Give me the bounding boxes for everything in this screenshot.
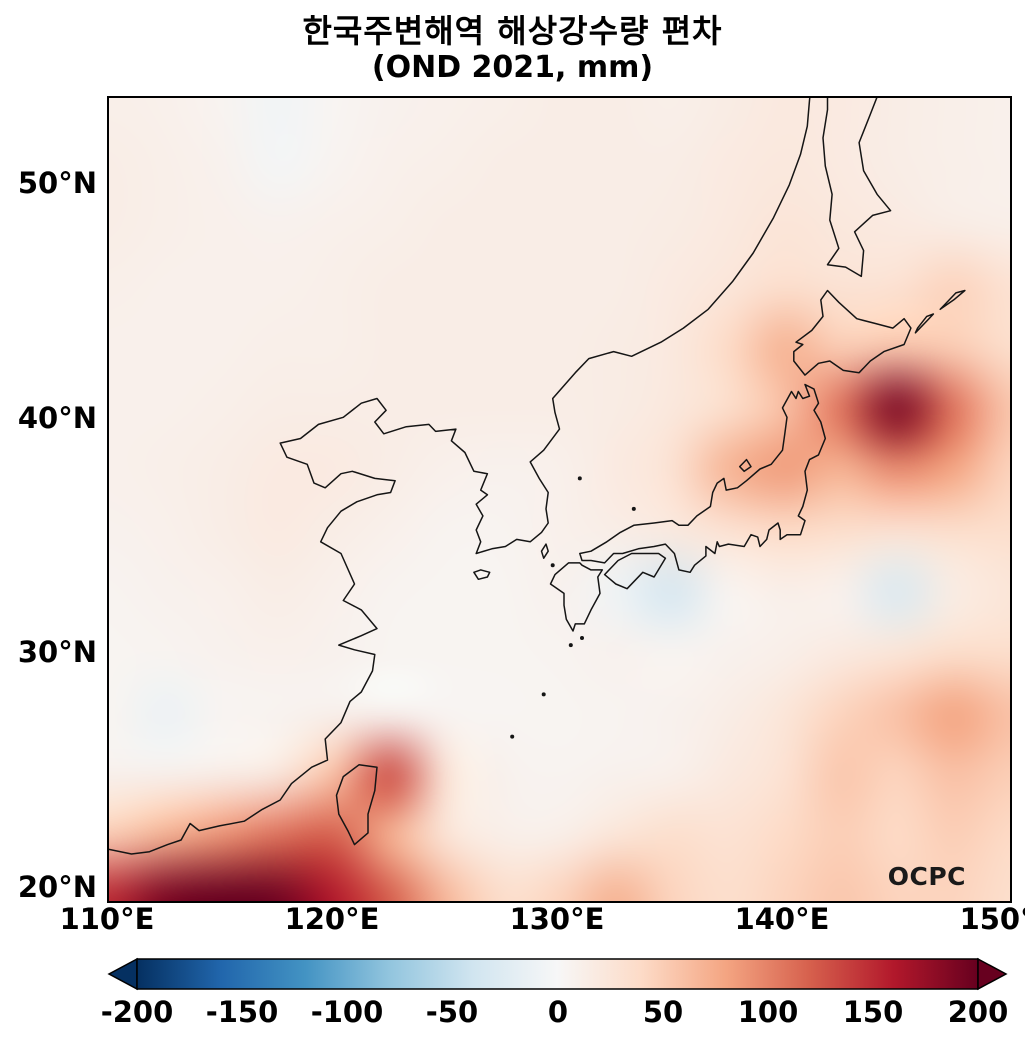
x-tick-label-140e: 140°E [734,902,830,936]
colorbar-tick-neg200: -200 [100,995,174,1029]
colorbar-tick-neg100: -100 [310,995,384,1029]
coastline-honshu [579,383,827,574]
colorbar-tick-150: 150 [842,995,904,1029]
colorbar-right-arrow [977,957,1008,991]
coastline-kunashir [914,313,935,334]
colorbar-tick-0: 0 [547,995,569,1029]
coastline-jeju [473,569,491,581]
coastline-china-korea-russia-coast [109,98,811,855]
coastline-tsushima [540,543,549,559]
heatmap-canvas [109,98,1010,901]
chart-subtitle: (OND 2021, mm) [371,50,654,85]
coastline-sado [738,458,752,473]
colorbar-tick-100: 100 [737,995,799,1029]
ocpc-watermark: OCPC [887,862,966,891]
colorbar-tick-200: 200 [947,995,1009,1029]
chart-title: 한국주변해역 해상강수량 편차 [302,12,723,50]
island-dot [550,563,555,568]
island-dot [580,636,584,640]
coastline-sakhalin [822,98,892,278]
coastline-svg [109,98,966,855]
colorbar-gradient-body [136,958,979,990]
island-dot [568,643,573,648]
colorbar-tick-neg50: -50 [425,995,479,1029]
coastline-taiwan [335,764,378,846]
colorbar-tick-50: 50 [642,995,684,1029]
island-dot [510,734,515,739]
coastline-kyushu [549,562,604,632]
x-tick-label-130e: 130°E [509,902,605,936]
coastline-shikoku [603,552,667,590]
colorbar-left-arrow [107,957,138,991]
colorbar-svg [107,957,1008,991]
island-dot [541,692,546,697]
y-tick-label-40n: 40°N [17,401,97,435]
map-plot: OCPC [107,96,1012,903]
y-tick-label-20n: 20°N [17,870,97,904]
coastline-iturup [939,289,966,311]
colorbar-tick-neg150: -150 [205,995,279,1029]
island-dot [577,476,582,481]
island-dot [631,506,636,511]
y-tick-label-50n: 50°N [17,166,97,200]
y-tick-label-30n: 30°N [17,635,97,669]
coastline-hokkaido [793,289,912,376]
x-tick-label-150e: 150°E [959,902,1025,936]
colorbar [107,957,1008,991]
x-tick-label-110e: 110°E [59,902,155,936]
x-tick-label-120e: 120°E [284,902,380,936]
